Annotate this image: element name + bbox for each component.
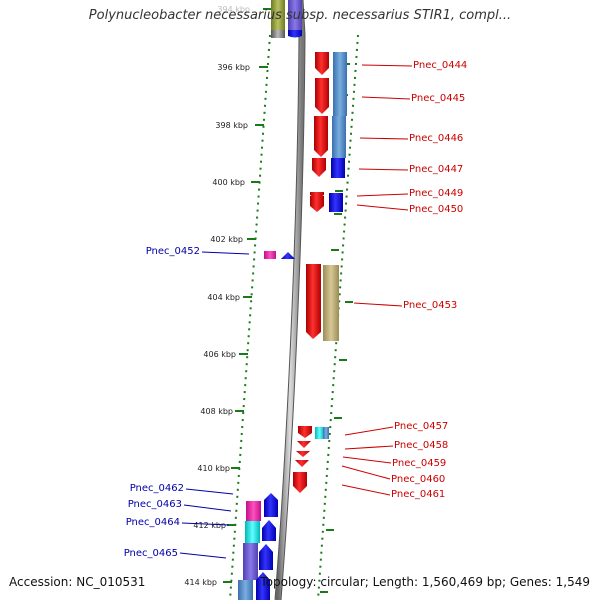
genome-info-text: Topology: circular; Length: 1,560,469 bp…	[260, 575, 590, 589]
leader-line	[341, 465, 391, 480]
gene-feature[interactable]	[288, 30, 302, 38]
gene-label[interactable]: Pnec_0458	[394, 440, 448, 451]
gene-label[interactable]: Pnec_0445	[411, 93, 465, 104]
gene-pnec-0465[interactable]	[243, 543, 258, 580]
gene-feature[interactable]	[333, 52, 347, 116]
kbp-label: 410 kbp	[197, 464, 230, 473]
leader-line	[342, 456, 392, 464]
gene-label[interactable]: Pnec_0450	[409, 204, 463, 215]
kbp-label: 412 kbp	[193, 521, 226, 530]
gene-feature[interactable]	[332, 116, 346, 158]
leader-line	[358, 168, 409, 171]
leader-line	[359, 137, 409, 140]
leader-line	[344, 426, 394, 436]
gene-label[interactable]: Pnec_0447	[409, 164, 463, 175]
kbp-label: 406 kbp	[203, 350, 236, 359]
gene-pnec-0453[interactable]	[306, 264, 321, 339]
gene-pnec-0445[interactable]	[315, 78, 329, 114]
kbp-label: 414 kbp	[184, 578, 217, 587]
kbp-label: 398 kbp	[215, 121, 248, 130]
leader-line	[344, 445, 394, 450]
gene-label[interactable]: Pnec_0464	[126, 517, 180, 528]
gene-feature[interactable]	[271, 0, 285, 36]
right-leader-lines	[341, 64, 413, 496]
backbone-outline	[274, 0, 306, 601]
gene-feature[interactable]	[262, 520, 276, 541]
backbone	[275, 0, 305, 601]
gene-pnec-0463[interactable]	[245, 521, 260, 543]
gene-label[interactable]: Pnec_0465	[124, 548, 178, 559]
gene-pnec-0461[interactable]	[293, 472, 307, 493]
kbp-ruler: 394 kbp 396 kbp 398 kbp 400 kbp 402 kbp …	[184, 5, 272, 587]
left-leader-lines	[179, 251, 250, 559]
leader-line	[185, 488, 234, 495]
gene-feature[interactable]	[331, 158, 345, 178]
leader-line	[356, 193, 409, 197]
leader-line	[201, 251, 250, 255]
kbp-label: 396 kbp	[217, 63, 250, 72]
gene-pnec-0458[interactable]	[297, 441, 311, 448]
kbp-label: 404 kbp	[207, 293, 240, 302]
gene-feature[interactable]	[281, 252, 295, 259]
gene-label[interactable]: Pnec_0461	[391, 489, 445, 500]
gene-pnec-0444[interactable]	[315, 52, 329, 75]
gene-label[interactable]: Pnec_0446	[409, 133, 463, 144]
gene-feature[interactable]	[256, 572, 270, 600]
kbp-label: 408 kbp	[200, 407, 233, 416]
kbp-label: 394 kbp	[217, 5, 250, 14]
gene-feature[interactable]	[238, 580, 253, 600]
leader-line	[356, 204, 409, 211]
leader-line	[361, 96, 411, 100]
gene-label[interactable]: Pnec_0457	[394, 421, 448, 432]
gene-feature[interactable]	[288, 0, 302, 36]
accession-text: Accession: NC_010531	[9, 575, 146, 589]
gene-feature[interactable]	[323, 265, 339, 341]
gene-pnec-0446[interactable]	[314, 116, 328, 157]
leader-line	[341, 484, 391, 496]
map-title: Polynucleobacter necessarius subsp. nece…	[88, 8, 512, 23]
gene-label[interactable]: Pnec_0463	[128, 499, 182, 510]
gene-pnec-0450[interactable]	[310, 196, 324, 212]
gene-label[interactable]: Pnec_0460	[391, 474, 445, 485]
gene-feature[interactable]	[323, 427, 329, 439]
gene-label[interactable]: Pnec_0452	[146, 246, 200, 257]
gene-pnec-0449[interactable]	[310, 192, 324, 199]
left-gene-labels: Pnec_0452 Pnec_0462 Pnec_0463 Pnec_0464 …	[124, 246, 200, 559]
gene-feature[interactable]	[315, 427, 324, 439]
gene-pnec-0459[interactable]	[296, 451, 310, 457]
leader-line	[183, 504, 232, 512]
gene-label[interactable]: Pnec_0449	[409, 188, 463, 199]
gene-label[interactable]: Pnec_0459	[392, 458, 446, 469]
kbp-label: 402 kbp	[210, 235, 243, 244]
right-gene-labels: Pnec_0444 Pnec_0445 Pnec_0446 Pnec_0447 …	[391, 60, 467, 500]
leader-line	[353, 302, 403, 307]
gene-label[interactable]: Pnec_0462	[130, 483, 184, 494]
gene-label[interactable]: Pnec_0444	[413, 60, 467, 71]
gene-feature[interactable]	[259, 544, 273, 570]
gene-pnec-0460[interactable]	[295, 460, 309, 467]
leader-line	[181, 522, 230, 526]
leader-line	[361, 64, 413, 67]
gene-pnec-0447[interactable]	[312, 158, 326, 177]
gene-pnec-0457[interactable]	[298, 426, 312, 438]
gene-label[interactable]: Pnec_0453	[403, 300, 457, 311]
gene-pnec-0452[interactable]	[264, 251, 276, 259]
leader-line	[179, 552, 227, 559]
gene-pnec-0462[interactable]	[246, 501, 261, 521]
gene-feature[interactable]	[264, 493, 278, 517]
gene-feature[interactable]	[329, 193, 343, 212]
gene-feature[interactable]	[271, 30, 285, 38]
kbp-label: 400 kbp	[212, 178, 245, 187]
